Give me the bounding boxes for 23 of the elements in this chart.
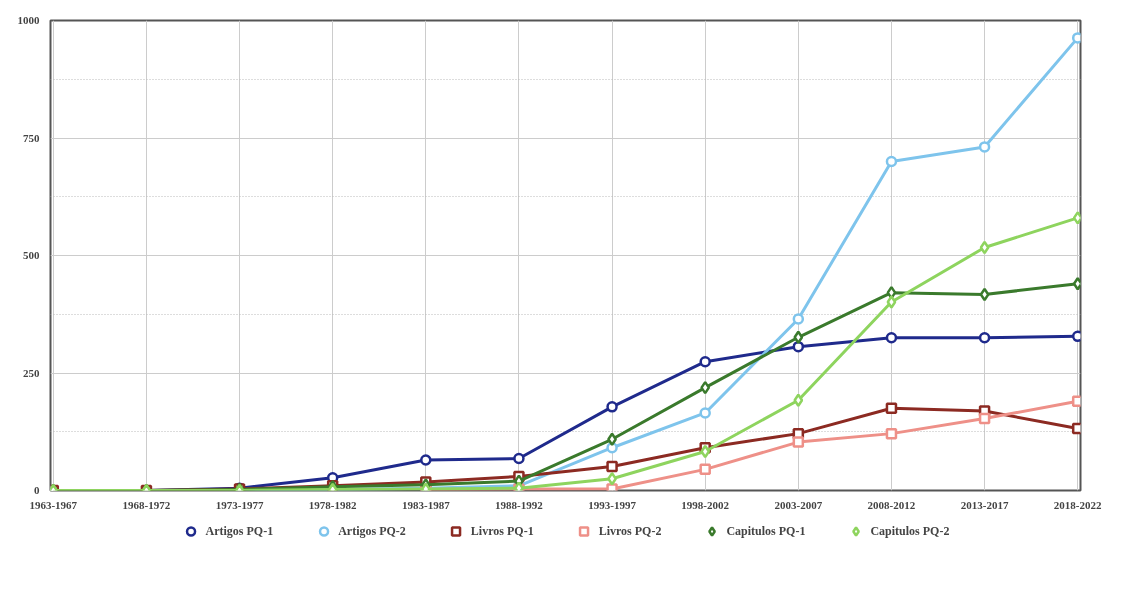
legend-label: Artigos PQ-1 [205, 523, 274, 539]
x-tick-label: 1993-1997 [588, 498, 637, 511]
x-tick-label: 1978-1982 [308, 498, 358, 511]
y-tick-label: 0 [34, 484, 40, 496]
legend-label: Capitulos PQ-1 [726, 523, 806, 539]
legend-label: Artigos PQ-2 [338, 523, 406, 539]
x-tick-label: 1988-1992 [495, 498, 544, 511]
y-tick-label: 750 [23, 131, 40, 144]
x-tick-label: 1983-1987 [401, 498, 451, 511]
legend-label: Capitulos PQ-2 [870, 523, 950, 539]
x-tick-label: 1998-2002 [681, 498, 730, 511]
x-tick-label: 2013-2017 [960, 498, 1009, 511]
y-tick-label: 250 [23, 366, 40, 379]
y-tick-label: 1000 [17, 14, 40, 26]
x-tick-label: 2008-2012 [867, 498, 916, 511]
legend-label: Livros PQ-1 [470, 523, 534, 539]
x-tick-label: 1973-1977 [215, 498, 264, 511]
y-tick-label: 500 [23, 249, 40, 261]
x-tick-label: 1968-1972 [122, 498, 171, 511]
x-tick-label: 2003-2007 [774, 498, 823, 511]
x-tick-label: 1963-1967 [29, 498, 78, 511]
legend-label: Livros PQ-2 [598, 523, 662, 539]
x-tick-label: 2018-2022 [1053, 498, 1103, 511]
